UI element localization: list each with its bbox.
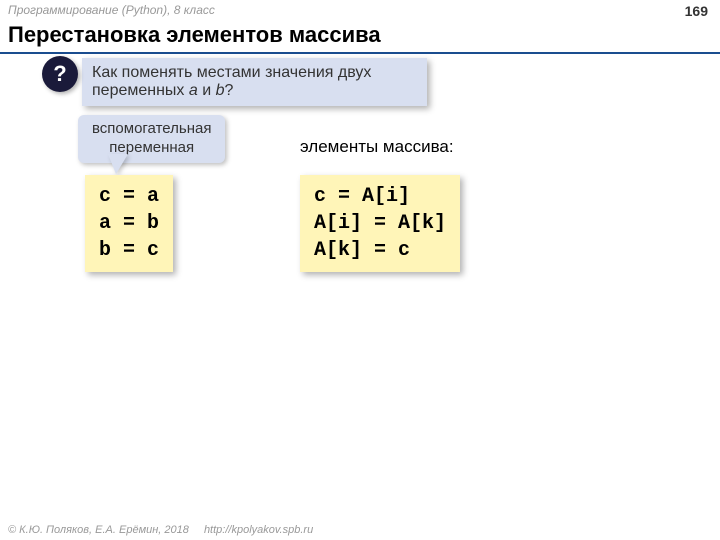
copyright: © К.Ю. Поляков, Е.А. Ерёмин, 2018	[8, 524, 189, 536]
footer: © К.Ю. Поляков, Е.А. Ерёмин, 2018 http:/…	[8, 524, 313, 536]
array-label: элементы массива:	[300, 137, 454, 157]
var-a: a	[189, 82, 198, 99]
code-array-swap: c = A[i] A[i] = A[k] A[k] = c	[300, 175, 460, 272]
code-simple-swap: c = a a = b b = c	[85, 175, 173, 272]
helper-line1: вспомогательная	[92, 120, 211, 139]
course-header: Программирование (Python), 8 класс	[0, 0, 720, 20]
helper-tail	[108, 154, 128, 174]
qmark: ?	[225, 82, 234, 99]
page-number: 169	[685, 3, 708, 19]
footer-url: http://kpolyakov.spb.ru	[204, 524, 313, 536]
question-box: Как поменять местами значения двух перем…	[82, 58, 427, 106]
helper-callout: вспомогательная переменная	[78, 115, 225, 163]
question-icon: ?	[42, 56, 78, 92]
and-word: и	[198, 82, 216, 99]
var-b: b	[216, 82, 225, 99]
page-title: Перестановка элементов массива	[0, 20, 720, 54]
